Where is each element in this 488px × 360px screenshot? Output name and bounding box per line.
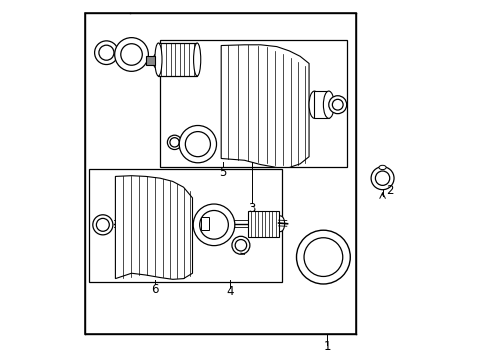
Bar [314, 91, 328, 118]
Bar [247, 211, 278, 237]
Circle shape [99, 45, 114, 60]
Circle shape [296, 230, 349, 284]
Circle shape [94, 41, 118, 64]
Ellipse shape [323, 91, 333, 118]
Circle shape [169, 138, 179, 147]
Ellipse shape [155, 43, 162, 76]
Bar [201, 217, 208, 230]
Circle shape [235, 239, 246, 251]
Text: 6: 6 [151, 283, 158, 296]
Circle shape [115, 38, 148, 71]
Circle shape [304, 238, 342, 276]
Ellipse shape [308, 91, 319, 118]
Ellipse shape [193, 43, 201, 76]
Ellipse shape [378, 165, 386, 170]
Text: 4: 4 [226, 285, 233, 298]
Ellipse shape [153, 54, 160, 68]
Polygon shape [221, 45, 308, 167]
Circle shape [179, 126, 216, 163]
Circle shape [185, 132, 210, 157]
Bar [85, 13, 355, 334]
Bar [158, 43, 197, 76]
Circle shape [199, 211, 228, 239]
Bar [88, 169, 282, 282]
Circle shape [231, 236, 249, 254]
Text: 5: 5 [219, 166, 226, 179]
Polygon shape [115, 176, 192, 279]
Circle shape [332, 99, 343, 110]
Bar [145, 56, 155, 65]
Circle shape [328, 96, 346, 114]
Circle shape [93, 215, 113, 235]
Bar [160, 40, 346, 167]
Circle shape [193, 204, 234, 246]
Circle shape [375, 171, 389, 185]
Circle shape [96, 219, 109, 231]
Ellipse shape [276, 216, 284, 231]
Text: 3: 3 [247, 202, 255, 215]
Text: 1: 1 [323, 340, 330, 353]
Circle shape [167, 135, 182, 149]
Circle shape [121, 44, 142, 65]
Text: 2: 2 [385, 184, 393, 197]
Circle shape [370, 167, 393, 190]
